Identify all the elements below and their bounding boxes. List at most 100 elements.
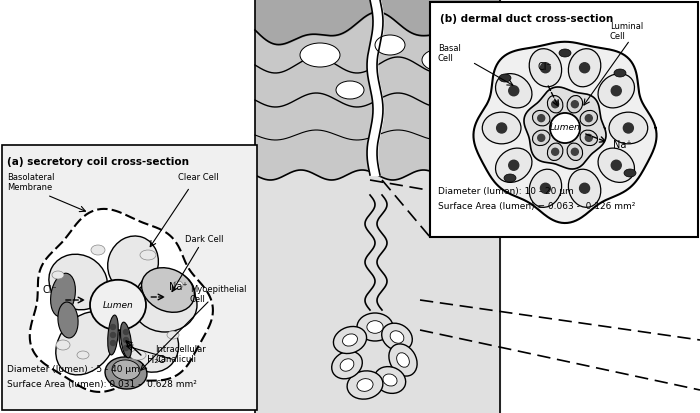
Circle shape: [123, 330, 129, 335]
Circle shape: [552, 101, 559, 108]
Ellipse shape: [389, 344, 417, 376]
Ellipse shape: [624, 169, 636, 177]
Ellipse shape: [52, 271, 64, 279]
Circle shape: [624, 123, 634, 133]
Ellipse shape: [397, 353, 410, 367]
Text: Basal
Cell: Basal Cell: [438, 44, 461, 64]
Ellipse shape: [533, 130, 550, 146]
Text: Diameter (lumen): 10 - 20 μm: Diameter (lumen): 10 - 20 μm: [438, 187, 574, 196]
Ellipse shape: [547, 95, 563, 113]
Ellipse shape: [130, 350, 146, 360]
Ellipse shape: [173, 281, 183, 289]
FancyBboxPatch shape: [2, 145, 257, 410]
Circle shape: [496, 123, 507, 133]
Text: (a) secretory coil cross-section: (a) secretory coil cross-section: [7, 157, 189, 167]
Circle shape: [580, 183, 589, 193]
Circle shape: [585, 134, 592, 141]
Ellipse shape: [56, 340, 70, 350]
Circle shape: [123, 346, 129, 351]
Circle shape: [571, 148, 578, 155]
Ellipse shape: [375, 35, 405, 55]
Text: Surface Area (lumen) = 0.063 -  0.126 mm²: Surface Area (lumen) = 0.063 - 0.126 mm²: [438, 202, 636, 211]
Ellipse shape: [112, 360, 140, 380]
Ellipse shape: [135, 271, 195, 323]
Text: Lumen: Lumen: [550, 123, 580, 133]
Text: Myoepithelial
Cell: Myoepithelial Cell: [190, 285, 246, 304]
Circle shape: [552, 148, 559, 155]
Text: (b) dermal duct cross-section: (b) dermal duct cross-section: [440, 14, 613, 24]
Ellipse shape: [367, 321, 383, 333]
Ellipse shape: [342, 334, 358, 346]
Ellipse shape: [49, 254, 107, 310]
Text: Na⁺: Na⁺: [169, 282, 188, 292]
Ellipse shape: [496, 74, 532, 108]
Polygon shape: [255, 0, 500, 413]
Ellipse shape: [333, 326, 367, 354]
Ellipse shape: [58, 302, 78, 338]
Ellipse shape: [119, 311, 178, 372]
Ellipse shape: [533, 110, 550, 126]
Ellipse shape: [332, 351, 363, 379]
Ellipse shape: [336, 81, 364, 99]
Ellipse shape: [56, 312, 116, 375]
Circle shape: [611, 160, 622, 170]
Ellipse shape: [567, 95, 582, 113]
Text: Luminal
Cell: Luminal Cell: [610, 22, 643, 41]
Ellipse shape: [598, 148, 634, 183]
Polygon shape: [473, 42, 657, 223]
Ellipse shape: [482, 112, 521, 144]
Polygon shape: [524, 87, 606, 169]
Ellipse shape: [458, 72, 482, 88]
Ellipse shape: [504, 174, 516, 182]
Circle shape: [540, 183, 550, 193]
Ellipse shape: [499, 74, 511, 82]
Ellipse shape: [559, 49, 571, 57]
Text: Basolateral
Membrane: Basolateral Membrane: [7, 173, 55, 192]
Circle shape: [540, 63, 550, 73]
Ellipse shape: [90, 280, 146, 330]
Ellipse shape: [357, 313, 393, 341]
Text: Cl⁻: Cl⁻: [43, 285, 57, 295]
Ellipse shape: [133, 278, 197, 332]
Ellipse shape: [529, 169, 561, 207]
Ellipse shape: [609, 112, 648, 144]
Circle shape: [585, 115, 592, 122]
Circle shape: [580, 63, 589, 73]
Ellipse shape: [382, 323, 412, 351]
Circle shape: [111, 325, 116, 330]
Ellipse shape: [300, 43, 340, 67]
Ellipse shape: [568, 49, 601, 87]
Ellipse shape: [108, 315, 118, 355]
Ellipse shape: [614, 69, 626, 77]
Ellipse shape: [108, 236, 158, 291]
Ellipse shape: [567, 143, 582, 161]
Circle shape: [123, 337, 129, 342]
Text: Diameter (lumen) : 5 - 40 μm: Diameter (lumen) : 5 - 40 μm: [7, 365, 140, 374]
Text: Lumen: Lumen: [103, 301, 134, 309]
Ellipse shape: [580, 130, 598, 146]
Ellipse shape: [141, 268, 195, 312]
Ellipse shape: [568, 169, 601, 207]
Circle shape: [571, 101, 578, 108]
Ellipse shape: [383, 374, 397, 386]
Circle shape: [538, 115, 545, 122]
Circle shape: [111, 340, 116, 346]
Ellipse shape: [357, 379, 373, 392]
Circle shape: [509, 160, 519, 170]
Polygon shape: [30, 209, 213, 392]
Text: Surface Area (lumen): 0.031 -  0.628 mm²: Surface Area (lumen): 0.031 - 0.628 mm²: [7, 380, 197, 389]
Text: Clear Cell: Clear Cell: [178, 173, 218, 182]
Text: Cl⁻: Cl⁻: [538, 62, 552, 72]
Ellipse shape: [347, 371, 383, 399]
Ellipse shape: [120, 322, 132, 358]
Ellipse shape: [547, 143, 563, 161]
Ellipse shape: [91, 245, 105, 255]
Circle shape: [538, 134, 545, 141]
Ellipse shape: [77, 351, 89, 359]
Text: Dark Cell: Dark Cell: [185, 235, 223, 244]
Circle shape: [509, 86, 519, 96]
Ellipse shape: [50, 273, 76, 317]
Ellipse shape: [340, 359, 354, 371]
Text: Intracellular
Canaliculi: Intracellular Canaliculi: [155, 345, 206, 364]
FancyBboxPatch shape: [430, 2, 698, 237]
